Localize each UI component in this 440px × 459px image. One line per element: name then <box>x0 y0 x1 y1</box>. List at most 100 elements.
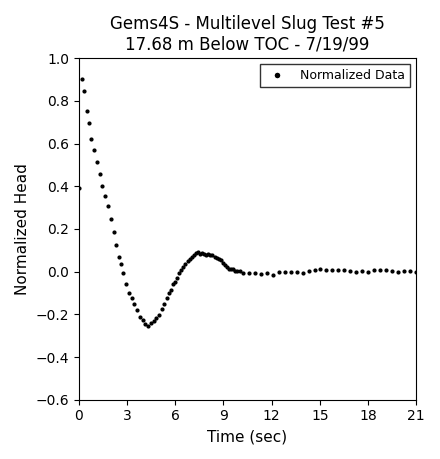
Point <box>198 249 205 256</box>
Point <box>96 171 103 178</box>
Point <box>194 249 202 256</box>
Point <box>299 269 306 277</box>
Point <box>131 301 138 308</box>
Point <box>158 305 165 312</box>
Point <box>211 253 218 261</box>
X-axis label: Time (sec): Time (sec) <box>208 429 288 444</box>
Point <box>197 250 204 257</box>
Point <box>371 267 378 274</box>
Point <box>263 269 270 276</box>
Point <box>213 254 220 261</box>
Point <box>182 261 189 268</box>
Point <box>234 267 241 274</box>
Point <box>335 266 342 274</box>
Point <box>123 280 130 288</box>
Point <box>209 252 216 259</box>
Point <box>230 266 237 273</box>
Point <box>205 251 212 258</box>
Point <box>116 253 123 261</box>
Point <box>341 266 348 274</box>
Point <box>165 290 172 297</box>
Point <box>161 300 168 307</box>
Point <box>128 294 135 301</box>
Point <box>251 269 258 276</box>
Point <box>236 268 243 275</box>
Point <box>353 269 360 276</box>
Point <box>169 281 176 288</box>
Point <box>245 269 252 277</box>
Point <box>125 289 132 297</box>
Point <box>203 251 210 258</box>
Point <box>145 322 152 329</box>
Point <box>190 252 197 259</box>
Point <box>207 251 214 258</box>
Point <box>226 265 233 273</box>
Y-axis label: Normalized Head: Normalized Head <box>15 163 30 295</box>
Point <box>347 268 354 275</box>
Point <box>413 268 420 275</box>
Point <box>377 267 384 274</box>
Point <box>359 268 366 275</box>
Point <box>134 307 141 314</box>
Point <box>317 265 324 272</box>
Point <box>281 268 288 275</box>
Point <box>201 250 208 257</box>
Point <box>107 215 114 223</box>
Point <box>147 319 154 326</box>
Point <box>178 266 185 274</box>
Title: Gems4S - Multilevel Slug Test #5
17.68 m Below TOC - 7/19/99: Gems4S - Multilevel Slug Test #5 17.68 m… <box>110 15 385 54</box>
Point <box>93 158 100 165</box>
Point <box>323 266 330 274</box>
Point <box>102 192 109 199</box>
Point <box>269 272 276 279</box>
Point <box>81 87 88 94</box>
Point <box>217 257 224 264</box>
Point <box>99 182 106 190</box>
Point <box>91 146 98 153</box>
Point <box>221 261 228 268</box>
Point <box>184 257 191 265</box>
Point <box>227 265 235 273</box>
Point <box>293 268 300 275</box>
Point <box>239 269 246 276</box>
Point <box>110 229 117 236</box>
Point <box>120 269 127 276</box>
Legend: Normalized Data: Normalized Data <box>260 64 410 87</box>
Point <box>117 260 124 267</box>
Point <box>136 313 143 320</box>
Point <box>389 267 396 274</box>
Point <box>164 294 171 302</box>
Point <box>383 266 390 274</box>
Point <box>305 268 312 275</box>
Point <box>365 268 372 275</box>
Point <box>153 314 160 322</box>
Point <box>407 268 414 275</box>
Point <box>224 263 231 271</box>
Point <box>167 286 174 294</box>
Point <box>174 274 181 281</box>
Point <box>155 311 162 319</box>
Point <box>275 269 282 276</box>
Point <box>215 255 222 263</box>
Point <box>172 278 179 285</box>
Point <box>84 107 91 114</box>
Point <box>329 266 336 274</box>
Point <box>180 263 187 271</box>
Point <box>287 268 294 275</box>
Point <box>192 249 199 257</box>
Point <box>188 253 195 261</box>
Point <box>395 269 402 276</box>
Point <box>142 320 149 327</box>
Point <box>113 241 120 248</box>
Point <box>75 185 82 192</box>
Point <box>186 256 193 263</box>
Point <box>232 267 239 274</box>
Point <box>150 318 157 325</box>
Point <box>176 270 183 277</box>
Point <box>257 270 264 277</box>
Point <box>85 119 92 126</box>
Point <box>401 268 408 275</box>
Point <box>139 317 146 324</box>
Point <box>78 75 85 83</box>
Point <box>311 266 318 274</box>
